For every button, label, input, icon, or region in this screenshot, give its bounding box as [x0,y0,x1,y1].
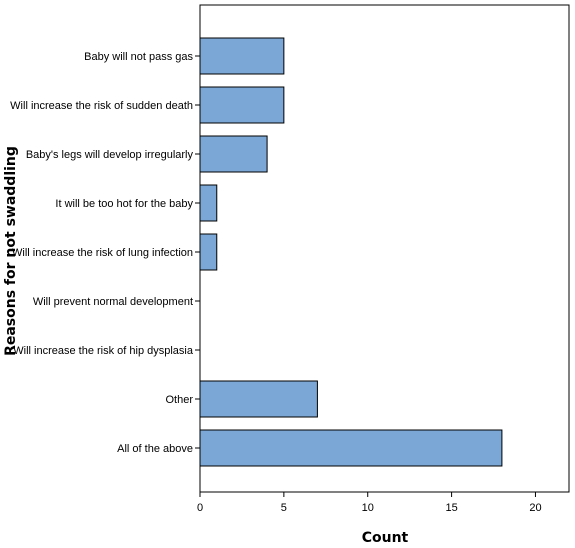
category-label: Will increase the risk of sudden death [10,100,193,112]
y-axis-title: Reasons for not swaddling [3,146,19,356]
bar [199,233,218,271]
plot-frame [199,4,570,493]
x-tick-label: 0 [197,502,203,514]
bar [199,37,285,75]
bar [199,380,318,418]
bar [199,429,503,467]
bar [199,135,268,173]
category-label: Will increase the risk of hip dysplasia [13,345,194,357]
category-label: Will increase the risk of lung infection [12,247,193,259]
bar [199,184,218,222]
category-label: All of the above [117,443,193,455]
category-label: Baby's legs will develop irregularly [26,149,194,161]
category-label: Baby will not pass gas [84,51,193,63]
category-label: It will be too hot for the baby [55,198,193,210]
x-axis-title: Count [362,530,409,546]
x-tick-label: 5 [281,502,287,514]
bar [199,86,285,124]
x-tick-label: 10 [362,502,374,514]
category-label: Will prevent normal development [33,296,193,308]
x-tick-label: 20 [529,502,541,514]
x-tick-label: 15 [445,502,457,514]
category-label: Other [165,394,193,406]
